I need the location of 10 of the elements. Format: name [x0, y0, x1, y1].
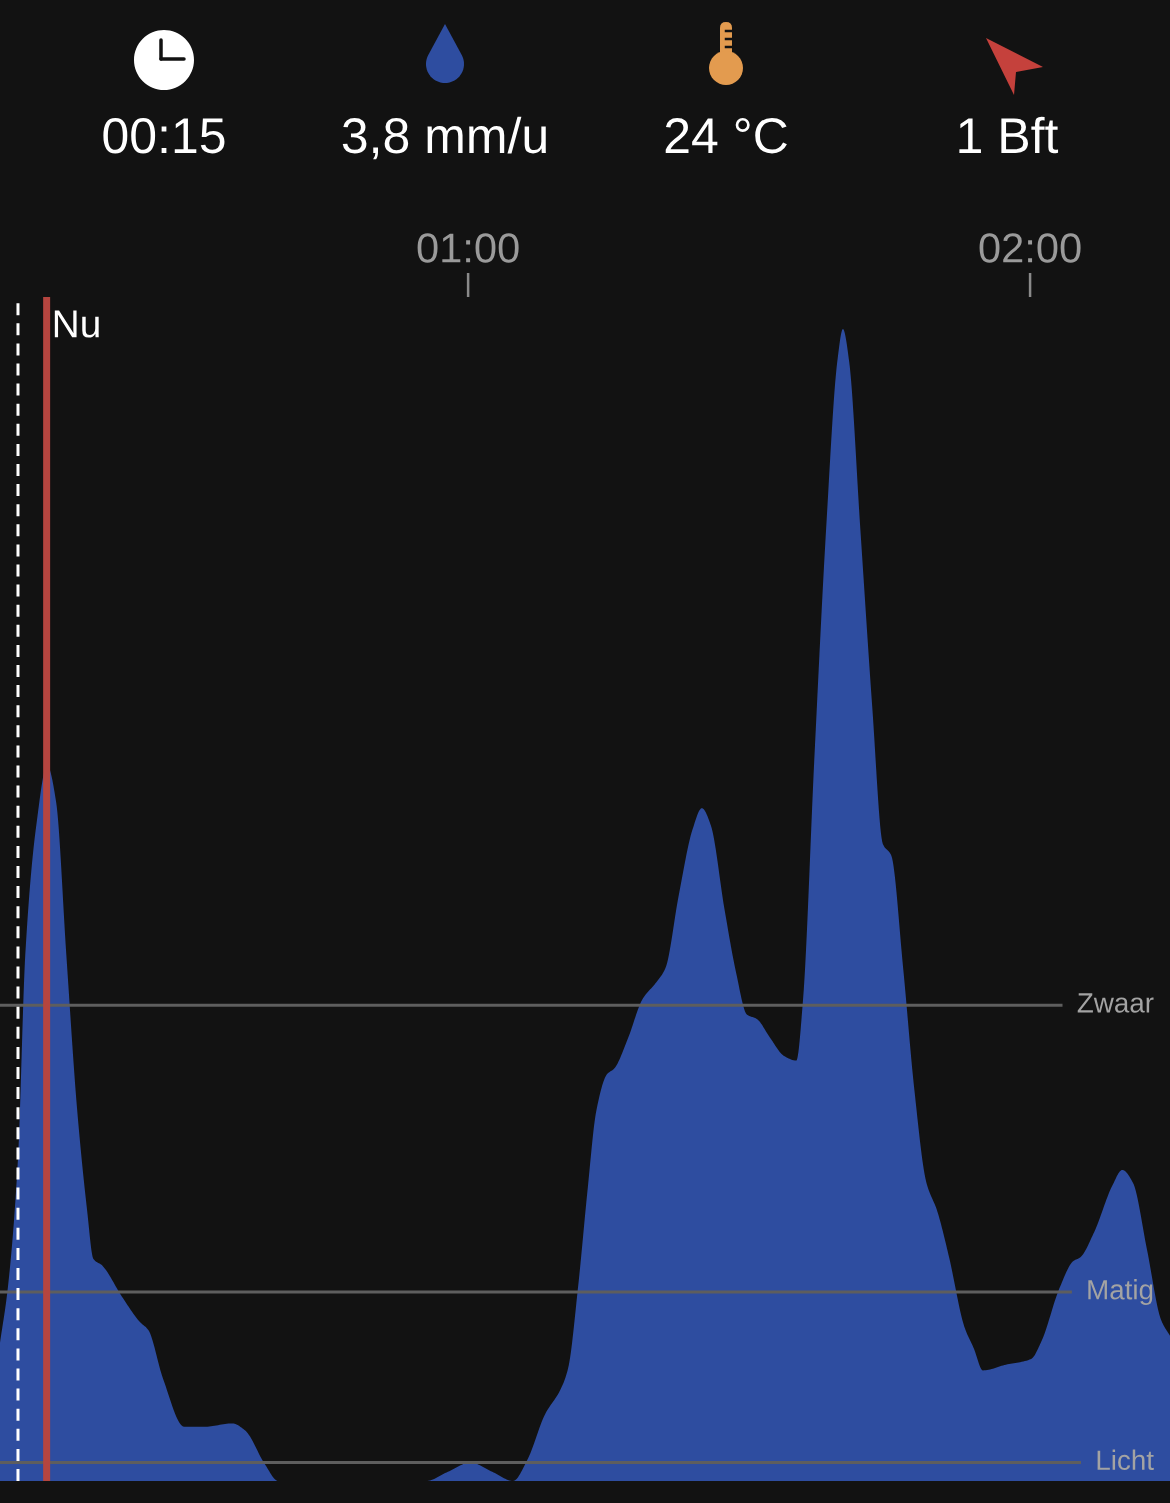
ref-line-label: Zwaar [1077, 993, 1154, 1013]
text: 24 °C [665, 118, 787, 154]
text: 00:15 [103, 118, 225, 154]
ref-line-label: Matig [1088, 1279, 1153, 1306]
ref-line-label: Nu [54, 310, 99, 338]
text: 3,8 mm/u [342, 116, 546, 160]
x-tick-label: 02:00 [979, 233, 1081, 263]
ref-line-label: Licht [1097, 1449, 1154, 1471]
x-tick-label: 01:00 [417, 233, 519, 263]
text: 1 Bft [959, 116, 1059, 154]
